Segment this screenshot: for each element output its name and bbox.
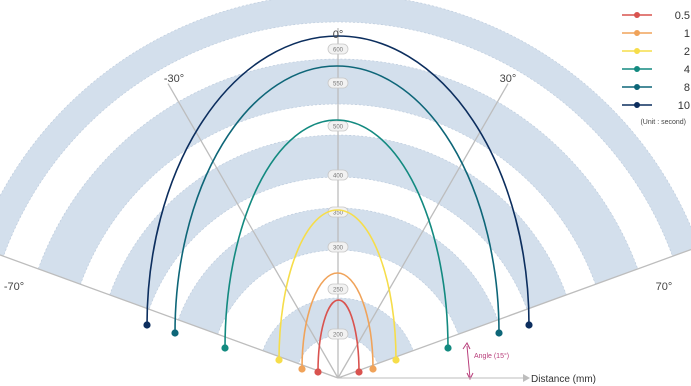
ring-label-500: 500 (327, 120, 349, 132)
distance-band-4 (37, 58, 639, 285)
legend-item-8: 8 (622, 82, 690, 94)
legend-item-10: 10 (622, 100, 690, 112)
distance-bands (0, 0, 691, 365)
range-curve-endpoint-right (392, 356, 400, 364)
legend-label: 4 (684, 64, 690, 76)
legend-label: 1 (684, 28, 690, 40)
legend-label: 8 (684, 82, 690, 94)
legend-item-2: 2 (622, 46, 690, 58)
ring-label-pill (327, 169, 349, 181)
legend-label: 2 (684, 46, 690, 58)
range-curve-endpoint-right (369, 365, 377, 373)
ring-label-text: 300 (333, 246, 344, 252)
legend-unit: (Unit : second) (640, 119, 686, 126)
angle-label-0: 0° (333, 29, 344, 41)
angle-label-neg30: -30° (164, 73, 184, 85)
ring-label-text: 400 (333, 174, 344, 180)
ring-label-200: 200 (327, 328, 349, 340)
legend-label: 10 (678, 100, 690, 112)
axis--70deg (0, 254, 339, 379)
axis-70deg (337, 248, 691, 379)
angle-label-30: 30° (500, 73, 517, 85)
ring-label-pill (327, 120, 349, 132)
legend-swatch-dot (634, 102, 640, 108)
angle-label-70: 70° (656, 281, 673, 293)
ring-label-400: 400 (327, 169, 349, 181)
range-curve-0.5 (314, 299, 363, 376)
range-curve-line (146, 35, 530, 326)
ring-label-600: 600 (327, 43, 349, 55)
legend: 0.5 1 2 4 8 10 (Unit : second) (622, 10, 690, 126)
legend-item-0.5: 0.5 (622, 10, 690, 22)
ring-label-text: 350 (333, 211, 344, 217)
range-curve-endpoint-left (221, 344, 229, 352)
ring-label-pill (327, 43, 349, 55)
distance-axis: Distance (mm) (338, 374, 596, 385)
legend-swatch-dot (634, 30, 640, 36)
range-curve-endpoint-right (444, 344, 452, 352)
ring-label-text: 550 (333, 82, 344, 88)
range-curve-endpoint-left (171, 329, 179, 337)
range-curve-line (278, 209, 397, 361)
ring-label-pill (327, 328, 349, 340)
range-curves (143, 35, 533, 376)
distance-axis-label: Distance (mm) (531, 374, 596, 385)
ring-label-550: 550 (327, 77, 349, 89)
distance-arrowhead (523, 374, 530, 382)
angle-arrow (466, 345, 471, 379)
ring-label-pill (327, 283, 349, 295)
ring-label-text: 200 (333, 333, 344, 339)
range-curve-endpoint-left (298, 365, 306, 373)
legend-swatch-dot (634, 66, 640, 72)
angle-arrowhead-top (462, 342, 471, 350)
range-curve-2 (275, 209, 400, 364)
range-curve-line (174, 65, 500, 334)
angle-arrowhead-bottom (466, 372, 474, 381)
legend-item-4: 4 (622, 64, 690, 76)
range-curve-endpoint-right (525, 321, 533, 329)
legend-item-1: 1 (622, 28, 690, 40)
ring-label-pill (327, 77, 349, 89)
range-curve-endpoint-left (143, 321, 151, 329)
range-curve-endpoint-left (275, 356, 283, 364)
distance-band-5 (0, 0, 691, 257)
ring-label-text: 600 (333, 48, 344, 54)
range-curve-1 (298, 272, 377, 373)
ring-label-300: 300 (327, 241, 349, 253)
legend-swatch-dot (634, 84, 640, 90)
ring-label-250: 250 (327, 283, 349, 295)
ring-label-pill (327, 241, 349, 253)
range-curve-endpoint-right (355, 368, 363, 376)
range-curve-4 (221, 119, 452, 352)
angle-annotation: Angle (15°) (462, 342, 509, 381)
range-curve-line (317, 299, 360, 373)
legend-label: 0.5 (675, 10, 690, 22)
legend-swatch-dot (634, 12, 640, 18)
range-curve-8 (171, 65, 503, 337)
range-curve-10 (143, 35, 533, 329)
legend-swatch-dot (634, 48, 640, 54)
ring-label-text: 500 (333, 125, 344, 131)
range-curve-endpoint-right (495, 329, 503, 337)
angle-label-neg70: -70° (4, 281, 24, 293)
range-curve-line (301, 272, 374, 370)
ring-labels: 200 250 300 350 400 500 550 600 (327, 43, 349, 340)
range-curve-line (224, 119, 449, 349)
angle-annotation-label: Angle (15°) (474, 352, 509, 360)
range-curve-endpoint-left (314, 368, 322, 376)
ring-label-text: 250 (333, 288, 344, 294)
